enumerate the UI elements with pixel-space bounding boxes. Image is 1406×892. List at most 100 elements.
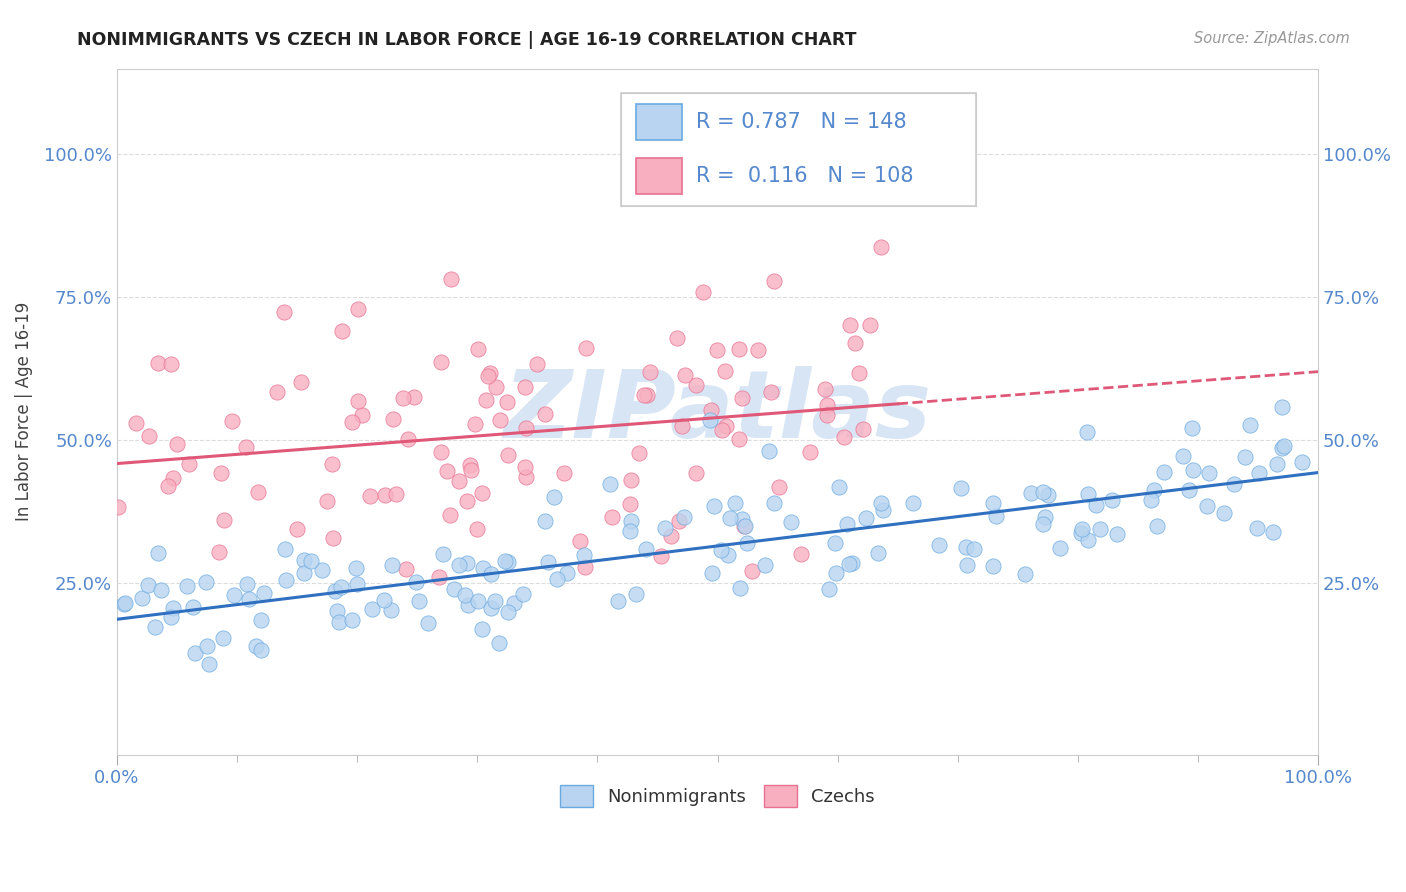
Point [456, 493, 478, 508]
Point [443, 582, 465, 596]
Point [352, 408, 374, 422]
Point [956, 558, 979, 573]
Point [488, 636, 510, 650]
Point [212, 631, 235, 645]
Point [464, 417, 486, 432]
Point [477, 369, 499, 384]
Point [728, 432, 751, 446]
Point [515, 420, 537, 434]
Point [347, 393, 370, 408]
Point [838, 557, 860, 571]
Point [359, 489, 381, 503]
Point [515, 469, 537, 483]
Point [619, 524, 641, 538]
Point [734, 519, 756, 533]
Point [665, 331, 688, 345]
Point [636, 388, 658, 402]
Point [734, 519, 756, 533]
Point [143, 620, 166, 634]
Point [950, 481, 973, 495]
Point [416, 616, 439, 631]
Point [1181, 420, 1204, 434]
Point [430, 445, 453, 459]
Point [224, 588, 246, 602]
Point [692, 285, 714, 300]
Point [512, 587, 534, 601]
Point [285, 523, 308, 537]
Point [266, 385, 288, 400]
Point [1182, 463, 1205, 477]
Point [292, 553, 315, 567]
Point [460, 462, 482, 476]
Point [273, 305, 295, 319]
Point [148, 356, 170, 370]
Point [869, 240, 891, 254]
Point [456, 556, 478, 570]
Point [405, 575, 427, 590]
Point [391, 391, 413, 405]
Point [1265, 457, 1288, 471]
Point [184, 646, 207, 660]
Point [315, 494, 337, 508]
Point [1247, 466, 1270, 480]
Point [700, 403, 723, 417]
Point [620, 473, 643, 487]
Point [209, 466, 232, 480]
Point [848, 366, 870, 380]
Point [574, 560, 596, 574]
Point [599, 477, 621, 491]
Point [983, 496, 1005, 510]
Point [731, 391, 754, 405]
Point [703, 500, 725, 514]
Point [572, 549, 595, 563]
Point [1146, 519, 1168, 533]
Point [374, 487, 396, 501]
Point [430, 355, 453, 369]
Point [249, 643, 271, 657]
Point [955, 540, 977, 554]
Point [479, 601, 502, 615]
Point [986, 509, 1008, 524]
Point [699, 413, 721, 427]
Point [1033, 509, 1056, 524]
Point [395, 562, 418, 576]
Point [1070, 526, 1092, 541]
Point [839, 318, 862, 333]
Point [157, 479, 180, 493]
Point [131, 591, 153, 606]
Point [717, 548, 740, 562]
Point [344, 561, 367, 575]
Point [326, 604, 349, 618]
Point [454, 588, 477, 602]
Point [654, 520, 676, 534]
Point [1077, 487, 1099, 501]
Point [484, 594, 506, 608]
Point [474, 392, 496, 407]
Point [449, 558, 471, 572]
Point [844, 335, 866, 350]
Point [322, 531, 344, 545]
Point [148, 546, 170, 560]
Point [478, 366, 501, 380]
Point [245, 639, 267, 653]
Point [859, 318, 882, 333]
Point [330, 580, 353, 594]
Point [872, 503, 894, 517]
Point [1014, 567, 1036, 582]
Point [1085, 498, 1108, 512]
Point [728, 581, 751, 595]
Point [1076, 425, 1098, 439]
Point [330, 324, 353, 338]
Point [246, 485, 269, 500]
Point [1178, 483, 1201, 497]
Point [1049, 541, 1071, 556]
Text: ZIPatlas: ZIPatlas [503, 366, 932, 458]
Point [768, 480, 790, 494]
Point [1246, 521, 1268, 535]
Point [1198, 467, 1220, 481]
Point [1019, 486, 1042, 500]
Point [855, 510, 877, 524]
Point [814, 382, 837, 396]
Point [396, 432, 419, 446]
Point [457, 598, 479, 612]
